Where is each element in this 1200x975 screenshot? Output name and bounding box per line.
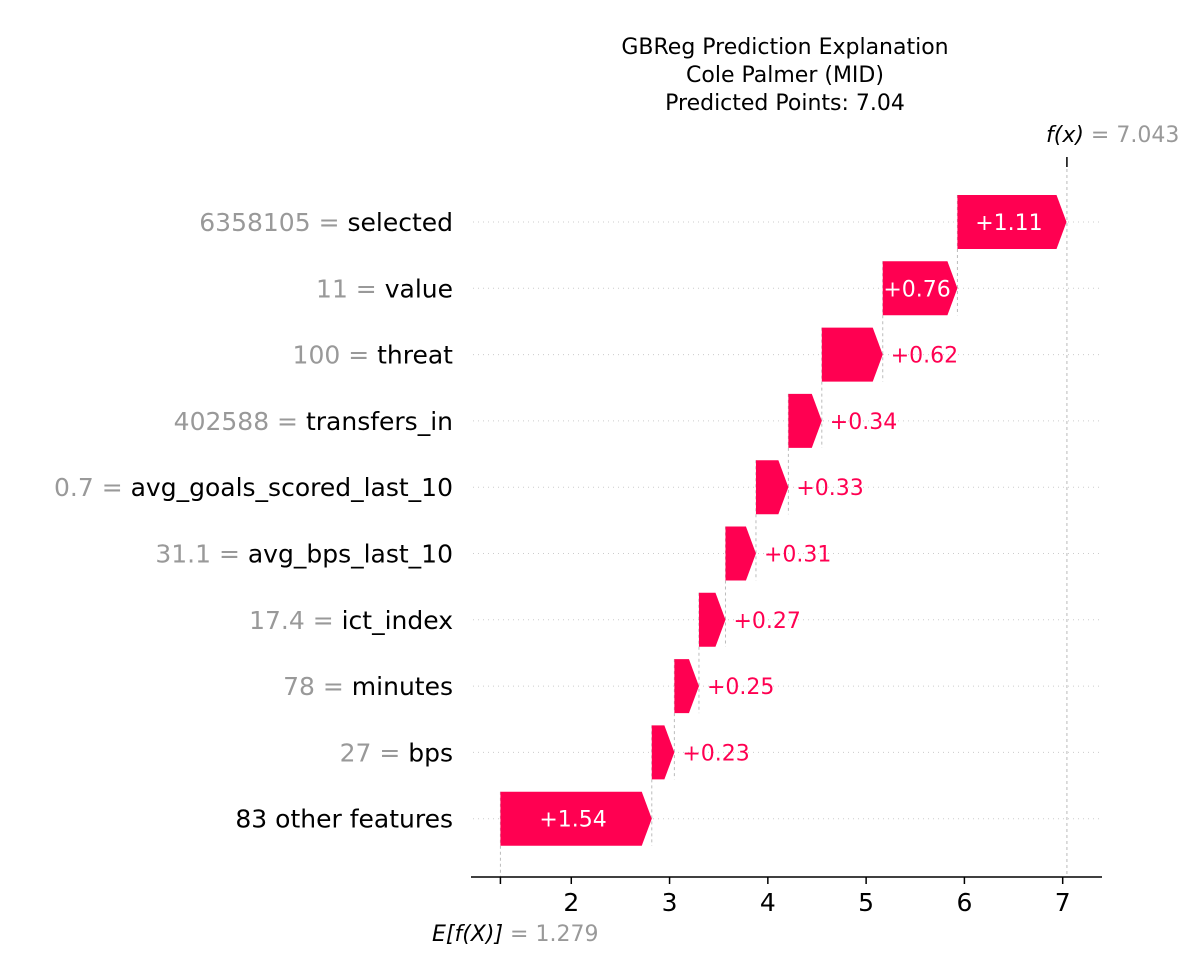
feature-name: minutes	[352, 672, 453, 701]
feature-value: 17.4 =	[249, 606, 342, 635]
output-value-symbol: f(x)	[1046, 123, 1084, 148]
output-value-annotation: f(x) = 7.043	[1046, 123, 1179, 148]
shap-bar	[882, 261, 958, 316]
shap-bar	[674, 659, 699, 714]
feature-value: 78 =	[283, 672, 352, 701]
bars-layer: +1.11 +0.76 +0.62 +0.34 +0.33 +0.31 +0.27 +0.25…	[500, 195, 1067, 846]
bar-value-label: +1.11	[975, 211, 1042, 236]
feature-label: 11 = value	[316, 274, 453, 303]
feature-label: 6358105 = selected	[199, 208, 453, 237]
feature-label: 0.7 = avg_goals_scored_last_10	[54, 473, 453, 502]
feature-value: 100 =	[293, 341, 378, 370]
feature-label: 17.4 = ict_index	[249, 606, 453, 635]
feature-value: 11 =	[316, 274, 385, 303]
bar-value-label: +0.33	[796, 476, 863, 501]
feature-value: 31.1 =	[155, 540, 248, 569]
shap-bar	[821, 327, 883, 382]
feature-value: 0.7 =	[54, 473, 131, 502]
bar-value-label: +0.25	[707, 675, 774, 700]
feature-name: transfers_in	[306, 407, 453, 436]
feature-labels: 6358105 = selected 11 = value 100 = threat…	[54, 208, 453, 834]
x-tick-label: 7	[1055, 888, 1071, 917]
feature-name: 83 other features	[235, 805, 453, 834]
x-tick-label: 3	[662, 888, 678, 917]
bar-value-label: +0.76	[883, 277, 950, 302]
chart-title-line-1: GBReg Prediction Explanation	[621, 35, 948, 60]
feature-label: 78 = minutes	[283, 672, 453, 701]
x-tick-label: 5	[858, 888, 874, 917]
base-value-number: = 1.279	[503, 922, 598, 947]
annotations: f(x) = 7.043 E[f(X)] = 1.279	[432, 123, 1179, 947]
base-value-annotation: E[f(X)] = 1.279	[432, 922, 598, 947]
feature-name: avg_goals_scored_last_10	[131, 473, 453, 502]
reference-lines	[499, 157, 1068, 877]
x-tick-label: 2	[563, 888, 579, 917]
shap-bar	[957, 195, 1067, 249]
shap-bar	[725, 526, 756, 581]
shap-bar	[698, 592, 726, 647]
feature-name: ict_index	[342, 606, 453, 635]
feature-name: value	[385, 274, 453, 303]
feature-name: selected	[347, 208, 453, 237]
x-tick-label: 6	[956, 888, 972, 917]
shap-bar	[500, 791, 652, 846]
feature-label: 31.1 = avg_bps_last_10	[155, 540, 453, 569]
bar-value-label: +0.23	[682, 741, 749, 766]
feature-value: 402588 =	[174, 407, 306, 436]
bar-value-label: +0.34	[830, 410, 897, 435]
x-tick-label: 4	[760, 888, 776, 917]
chart-title-line-3: Predicted Points: 7.04	[665, 91, 905, 116]
shap-bar	[788, 393, 822, 448]
x-axis: 2 3 4 5 6 7	[471, 876, 1102, 917]
bar-value-label: +0.27	[733, 609, 800, 634]
feature-name: threat	[377, 341, 453, 370]
feature-label: 27 = bps	[340, 738, 453, 767]
feature-name: bps	[408, 738, 453, 767]
shap-bar	[755, 460, 789, 515]
feature-label: 402588 = transfers_in	[174, 407, 453, 436]
output-value-number: = 7.043	[1084, 123, 1179, 148]
bar-value-label: +0.31	[764, 543, 831, 568]
feature-label: 100 = threat	[293, 341, 454, 370]
feature-value: 27 =	[340, 738, 409, 767]
chart-title-line-2: Cole Palmer (MID)	[686, 63, 884, 88]
feature-value: 6358105 =	[199, 208, 347, 237]
bar-value-label: +1.54	[539, 808, 606, 833]
bar-value-label: +0.62	[891, 344, 958, 369]
feature-name: avg_bps_last_10	[248, 540, 453, 569]
chart-title: GBReg Prediction Explanation Cole Palmer…	[621, 35, 948, 116]
base-value-symbol: E[f(X)]	[432, 922, 503, 947]
feature-label: 83 other features	[235, 805, 453, 834]
shap-bar	[651, 725, 675, 780]
grid-layer	[473, 221, 1102, 820]
